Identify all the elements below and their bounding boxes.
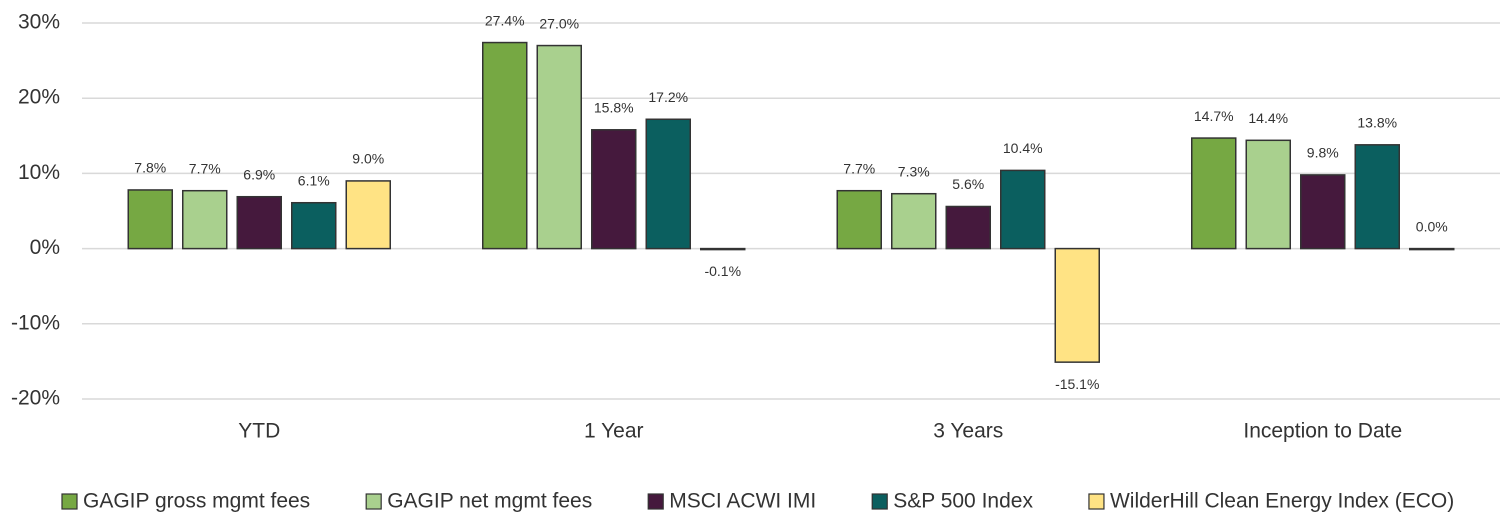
bar [182,189,228,250]
legend-label: S&P 500 Index [893,490,1033,513]
bar [891,192,937,250]
value-label: 17.2% [648,89,688,105]
value-label: 7.7% [843,160,875,176]
bar [236,195,282,250]
y-tick-label: 30% [18,11,60,34]
bar [1000,169,1046,250]
x-tick-label: Inception to Date [1243,420,1402,443]
value-label: 27.0% [539,15,579,31]
legend-swatch [61,493,78,510]
bar [1245,139,1291,250]
value-label: 27.4% [485,12,525,28]
y-tick-label: 10% [18,161,60,184]
value-label: 9.0% [352,151,384,167]
value-label: 5.6% [952,176,984,192]
value-label: -15.1% [1055,376,1099,392]
bar [482,41,528,250]
value-label: 7.3% [898,163,930,179]
value-label: 0.0% [1416,218,1448,234]
bar [345,180,391,250]
value-label: 7.7% [189,160,221,176]
legend-swatch [871,493,888,510]
legend-label: WilderHill Clean Energy Index (ECO) [1110,490,1454,513]
value-label: 7.8% [134,160,166,176]
bar [645,118,691,250]
legend-label: MSCI ACWI IMI [669,490,816,513]
bar [836,189,882,250]
legend-label: GAGIP gross mgmt fees [83,490,310,513]
value-label: 14.7% [1194,108,1234,124]
bar [127,189,173,250]
value-label: -0.1% [704,263,741,279]
bar [700,247,746,251]
bar [291,201,337,250]
x-tick-label: 1 Year [584,420,644,443]
bar [1054,247,1100,363]
value-label: 9.8% [1307,145,1339,161]
y-tick-label: 0% [30,236,60,259]
y-tick-label: -10% [11,311,60,334]
bar [1300,174,1346,250]
x-tick-label: 3 Years [933,420,1003,443]
value-label: 13.8% [1357,115,1397,131]
bar [1354,144,1400,250]
bar [945,205,991,250]
legend-swatch [1088,493,1105,510]
value-label: 15.8% [594,99,634,115]
value-label: 14.4% [1248,110,1288,126]
bar [591,129,637,250]
legend-swatch [365,493,382,510]
bar [1191,137,1237,250]
legend-swatch [647,493,664,510]
x-tick-label: YTD [238,420,280,443]
y-tick-label: -20% [11,387,60,410]
value-label: 6.9% [243,166,275,182]
legend-label: GAGIP net mgmt fees [387,490,592,513]
value-label: 10.4% [1003,140,1043,156]
bar [536,44,582,250]
bar [1409,247,1455,251]
value-label: 6.1% [298,172,330,188]
y-tick-label: 20% [18,86,60,109]
